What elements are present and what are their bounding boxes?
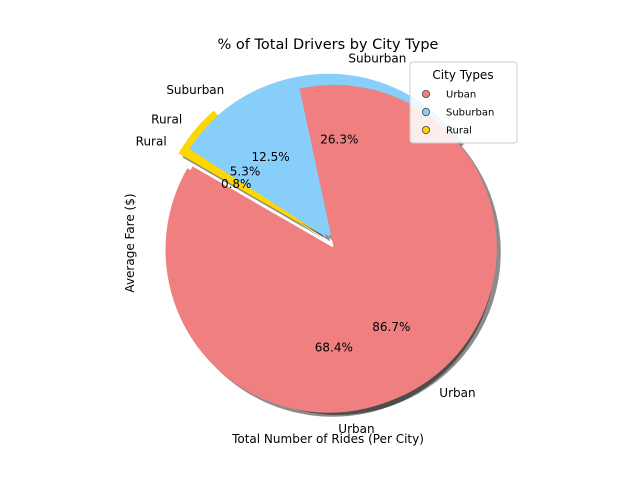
x-axis-label: Total Number of Rides (Per City) — [231, 432, 424, 446]
pie-2-rural-slice — [178, 146, 320, 235]
pie-1-rural-pct-label: 5.3% — [230, 165, 261, 179]
pie-1-urban-category-label: Urban — [338, 422, 374, 436]
pie-2-rural-category-label: Rural — [136, 134, 167, 148]
pie-2-rural-pct-label: 0.8% — [221, 177, 252, 191]
legend-label-urban: Urban — [446, 90, 476, 101]
pie-2-suburban-slice — [189, 77, 327, 238]
chart-title: % of Total Drivers by City Type — [218, 37, 439, 53]
legend-marker-urban — [421, 90, 430, 99]
y-axis-label: Average Fare ($) — [123, 193, 137, 292]
pie-2-urban-slice — [170, 84, 497, 411]
pie-2-urban-category-label: Urban — [439, 386, 475, 400]
pie-slices — [165, 73, 497, 413]
pie-1-suburban-category-label: Suburban — [348, 52, 406, 66]
legend-label-suburban: Suburban — [446, 108, 494, 119]
pie-labels: 68.4% Urban 26.3% Suburban 5.3% Rural 86.7% Urb… — [136, 52, 476, 436]
legend-label-rural: Rural — [446, 126, 472, 137]
pie-1-rural-category-label: Rural — [151, 113, 182, 127]
legend-title: City Types — [432, 68, 493, 82]
pie-2-urban-pct-label: 86.7% — [372, 320, 410, 334]
legend-marker-suburban — [421, 108, 430, 117]
legend-box — [409, 61, 518, 144]
pie-1-suburban-pct-label: 26.3% — [320, 133, 358, 147]
legend-entries: Urban Suburban Rural — [421, 90, 494, 137]
pie-2-suburban-category-label: Suburban — [166, 83, 224, 97]
pie-2-suburban-pct-label: 12.5% — [252, 150, 290, 164]
legend: City Types Urban Suburban Rural — [409, 61, 518, 144]
pie-1-urban-pct-label: 68.4% — [315, 340, 353, 354]
legend-marker-rural — [421, 126, 430, 135]
